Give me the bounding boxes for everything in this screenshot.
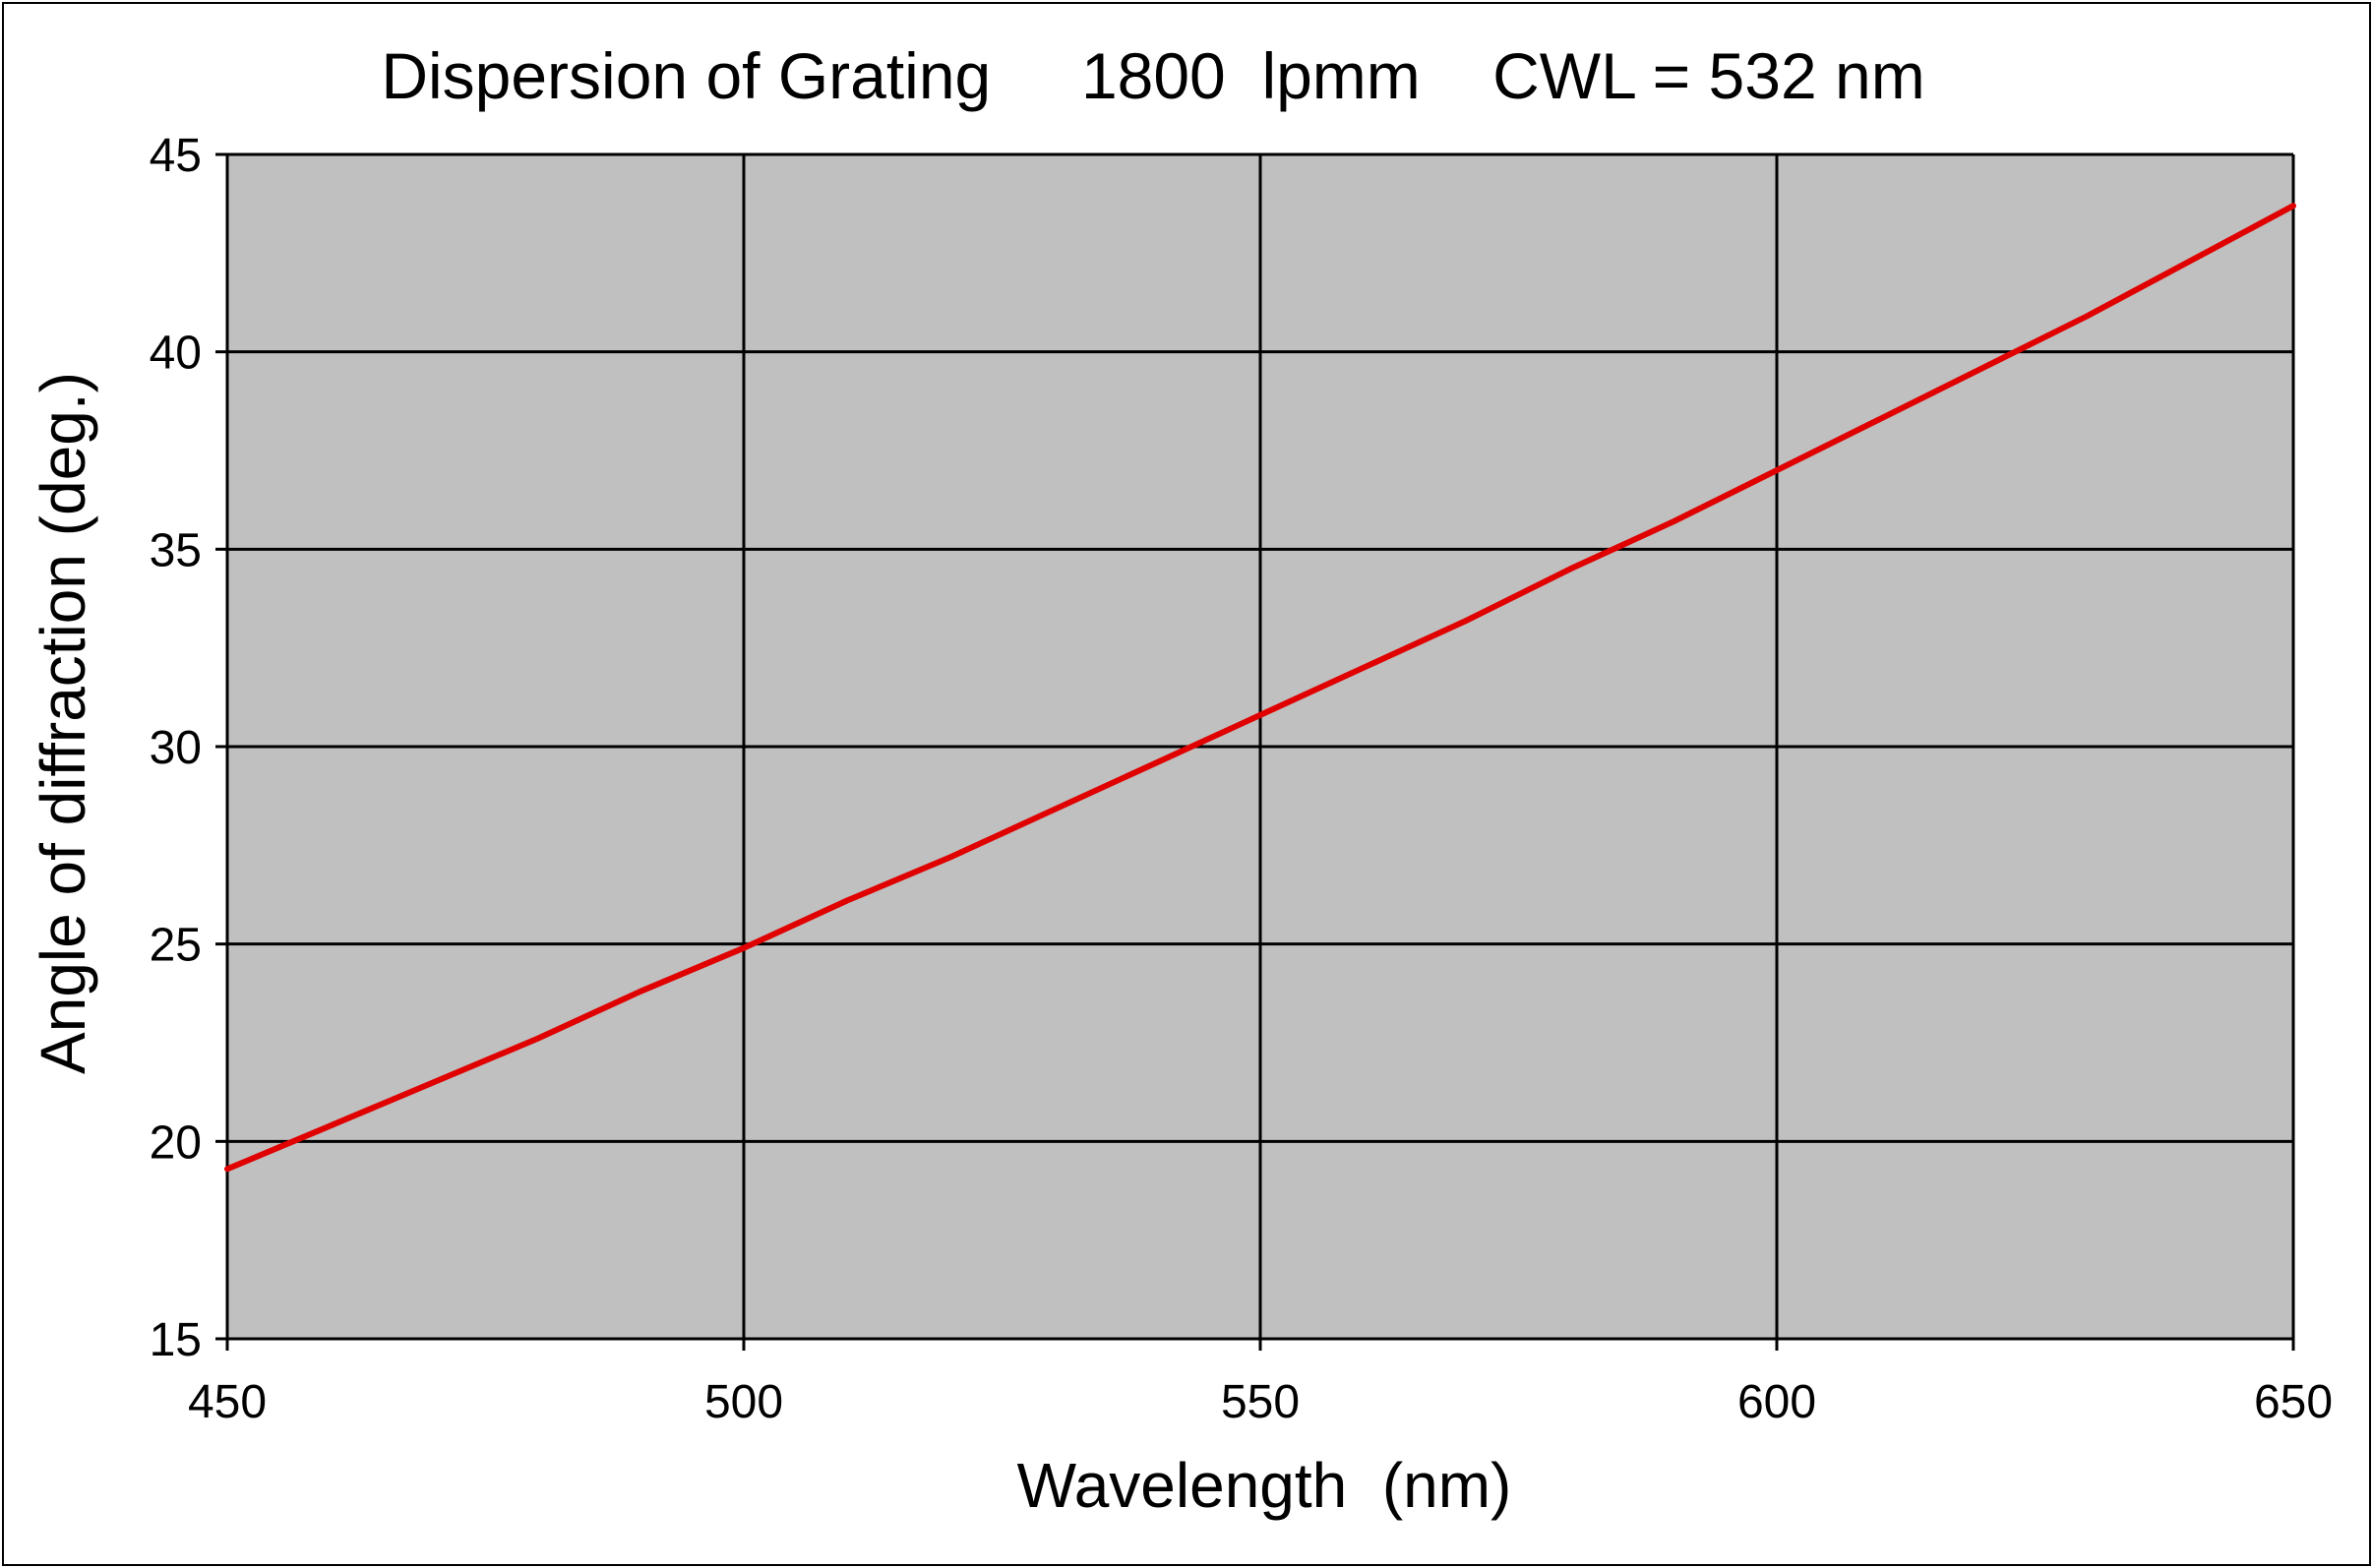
x-tick-label: 550 <box>1221 1376 1300 1428</box>
y-tick-label: 30 <box>150 722 202 774</box>
chart-title: Dispersion of Grating 1800 lpmm CWL = 53… <box>381 39 1924 112</box>
y-tick-label: 35 <box>150 524 202 576</box>
y-tick-label: 20 <box>150 1116 202 1169</box>
y-tick-label: 15 <box>150 1314 202 1366</box>
axes <box>215 152 2295 1351</box>
y-tick-label: 25 <box>150 920 202 972</box>
x-tick-label: 450 <box>188 1376 267 1428</box>
y-tick-label: 45 <box>150 130 202 182</box>
x-tick-label: 650 <box>2254 1376 2333 1428</box>
grid-lines <box>227 152 2295 1339</box>
series-layer <box>224 203 2296 1173</box>
tick-labels: 450 500 550 600 650 15 20 25 30 35 40 45 <box>150 130 2333 1428</box>
y-axis-label: Angle of diffraction (deg.) <box>28 372 98 1074</box>
y-tick-label: 40 <box>150 328 202 380</box>
x-tick-label: 500 <box>704 1376 783 1428</box>
x-tick-label: 600 <box>1737 1376 1816 1428</box>
series-line-0 <box>224 203 2296 1173</box>
x-axis-label: Wavelength (nm) <box>1017 1450 1512 1521</box>
